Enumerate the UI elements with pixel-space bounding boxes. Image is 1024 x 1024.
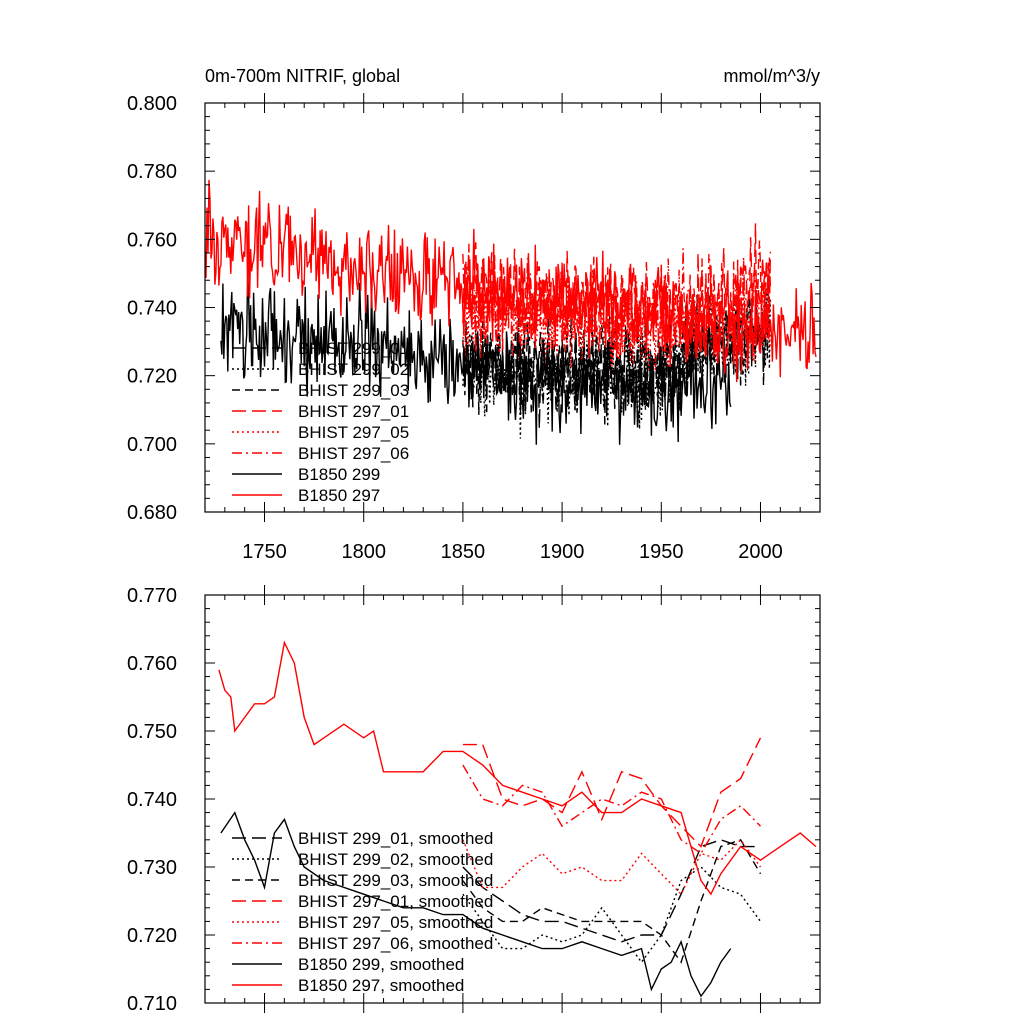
top-xtick-label: 2000 [738, 541, 783, 563]
bottom-legend-label: BHIST 297_05, smoothed [298, 913, 493, 932]
bottom-series-line-1 [462, 866, 762, 964]
bottom-panel: 0.710 0.720 0.730 0.740 0.750 0.760 0.770 BHIS… [127, 585, 821, 1015]
bottom-panel-axes: 0.710 0.720 0.730 0.740 0.750 0.760 0.770 [127, 585, 821, 1015]
top-ytick-label: 0.760 [127, 229, 177, 251]
bottom-ytick-label: 0.720 [127, 925, 177, 947]
top-legend-label: BHIST 299_02 [298, 360, 409, 379]
top-panel-legend: BHIST 299_01 BHIST 299_02 BHIST 299_03 BHIS… [232, 339, 409, 505]
top-xtick-label: 1850 [441, 541, 486, 563]
bottom-legend-label: BHIST 297_06, smoothed [298, 934, 493, 953]
top-legend-label: BHIST 297_05 [298, 423, 409, 442]
top-legend-label: B1850 297 [298, 486, 380, 505]
top-series-line-5 [462, 240, 772, 362]
top-series-line-6 [220, 271, 732, 445]
bottom-series-line-5 [462, 764, 762, 855]
top-ytick-label: 0.740 [127, 298, 177, 320]
top-ytick-label: 0.780 [127, 161, 177, 183]
bottom-series-line-0 [462, 839, 761, 943]
bottom-legend-label: B1850 299, smoothed [298, 955, 464, 974]
bottom-ytick-label: 0.770 [127, 585, 177, 607]
top-ytick-label: 0.700 [127, 434, 177, 456]
top-legend-label: BHIST 299_01 [298, 339, 409, 358]
top-xtick-label: 1900 [540, 541, 585, 563]
bottom-ytick-label: 0.750 [127, 721, 177, 743]
units-label: mmol/m^3/y [724, 66, 820, 86]
bottom-legend-label: BHIST 299_01, smoothed [298, 829, 493, 848]
bottom-series-line-6 [220, 811, 732, 998]
top-legend-label: BHIST 297_06 [298, 444, 409, 463]
top-xtick-label: 1800 [341, 541, 386, 563]
bottom-ytick-label: 0.740 [127, 789, 177, 811]
top-legend-label: BHIST 299_03 [298, 381, 409, 400]
bottom-series-line-2 [462, 838, 762, 964]
chart-title: 0m-700m NITRIF, global [205, 66, 400, 86]
top-panel-lines [205, 179, 817, 445]
top-xtick-label: 1750 [242, 541, 287, 563]
top-panel: 0.680 0.700 0.720 0.740 0.760 0.780 0.800 1750 1… [127, 93, 821, 563]
bottom-ytick-label: 0.710 [127, 993, 177, 1015]
bottom-series-line-4 [462, 838, 762, 896]
top-ytick-label: 0.680 [127, 502, 177, 524]
top-legend-label: B1850 299 [298, 465, 380, 484]
bottom-panel-legend: BHIST 299_01, smoothed BHIST 299_02, smoo… [232, 829, 493, 995]
top-legend-label: BHIST 297_01 [298, 402, 409, 421]
bottom-legend-label: BHIST 299_03, smoothed [298, 871, 493, 890]
bottom-series-line-3 [462, 737, 762, 848]
top-ytick-label: 0.720 [127, 366, 177, 388]
top-panel-axes: 0.680 0.700 0.720 0.740 0.760 0.780 0.800 1750 1… [127, 93, 821, 563]
bottom-series-line-7 [218, 640, 817, 896]
bottom-panel-lines [218, 640, 817, 998]
bottom-ytick-label: 0.730 [127, 857, 177, 879]
top-ytick-label: 0.800 [127, 93, 177, 115]
top-series-line-7 [205, 179, 817, 383]
top-xtick-label: 1950 [639, 541, 684, 563]
bottom-legend-label: B1850 297, smoothed [298, 976, 464, 995]
bottom-ytick-label: 0.760 [127, 653, 177, 675]
bottom-legend-label: BHIST 297_01, smoothed [298, 892, 493, 911]
bottom-legend-label: BHIST 299_02, smoothed [298, 850, 493, 869]
